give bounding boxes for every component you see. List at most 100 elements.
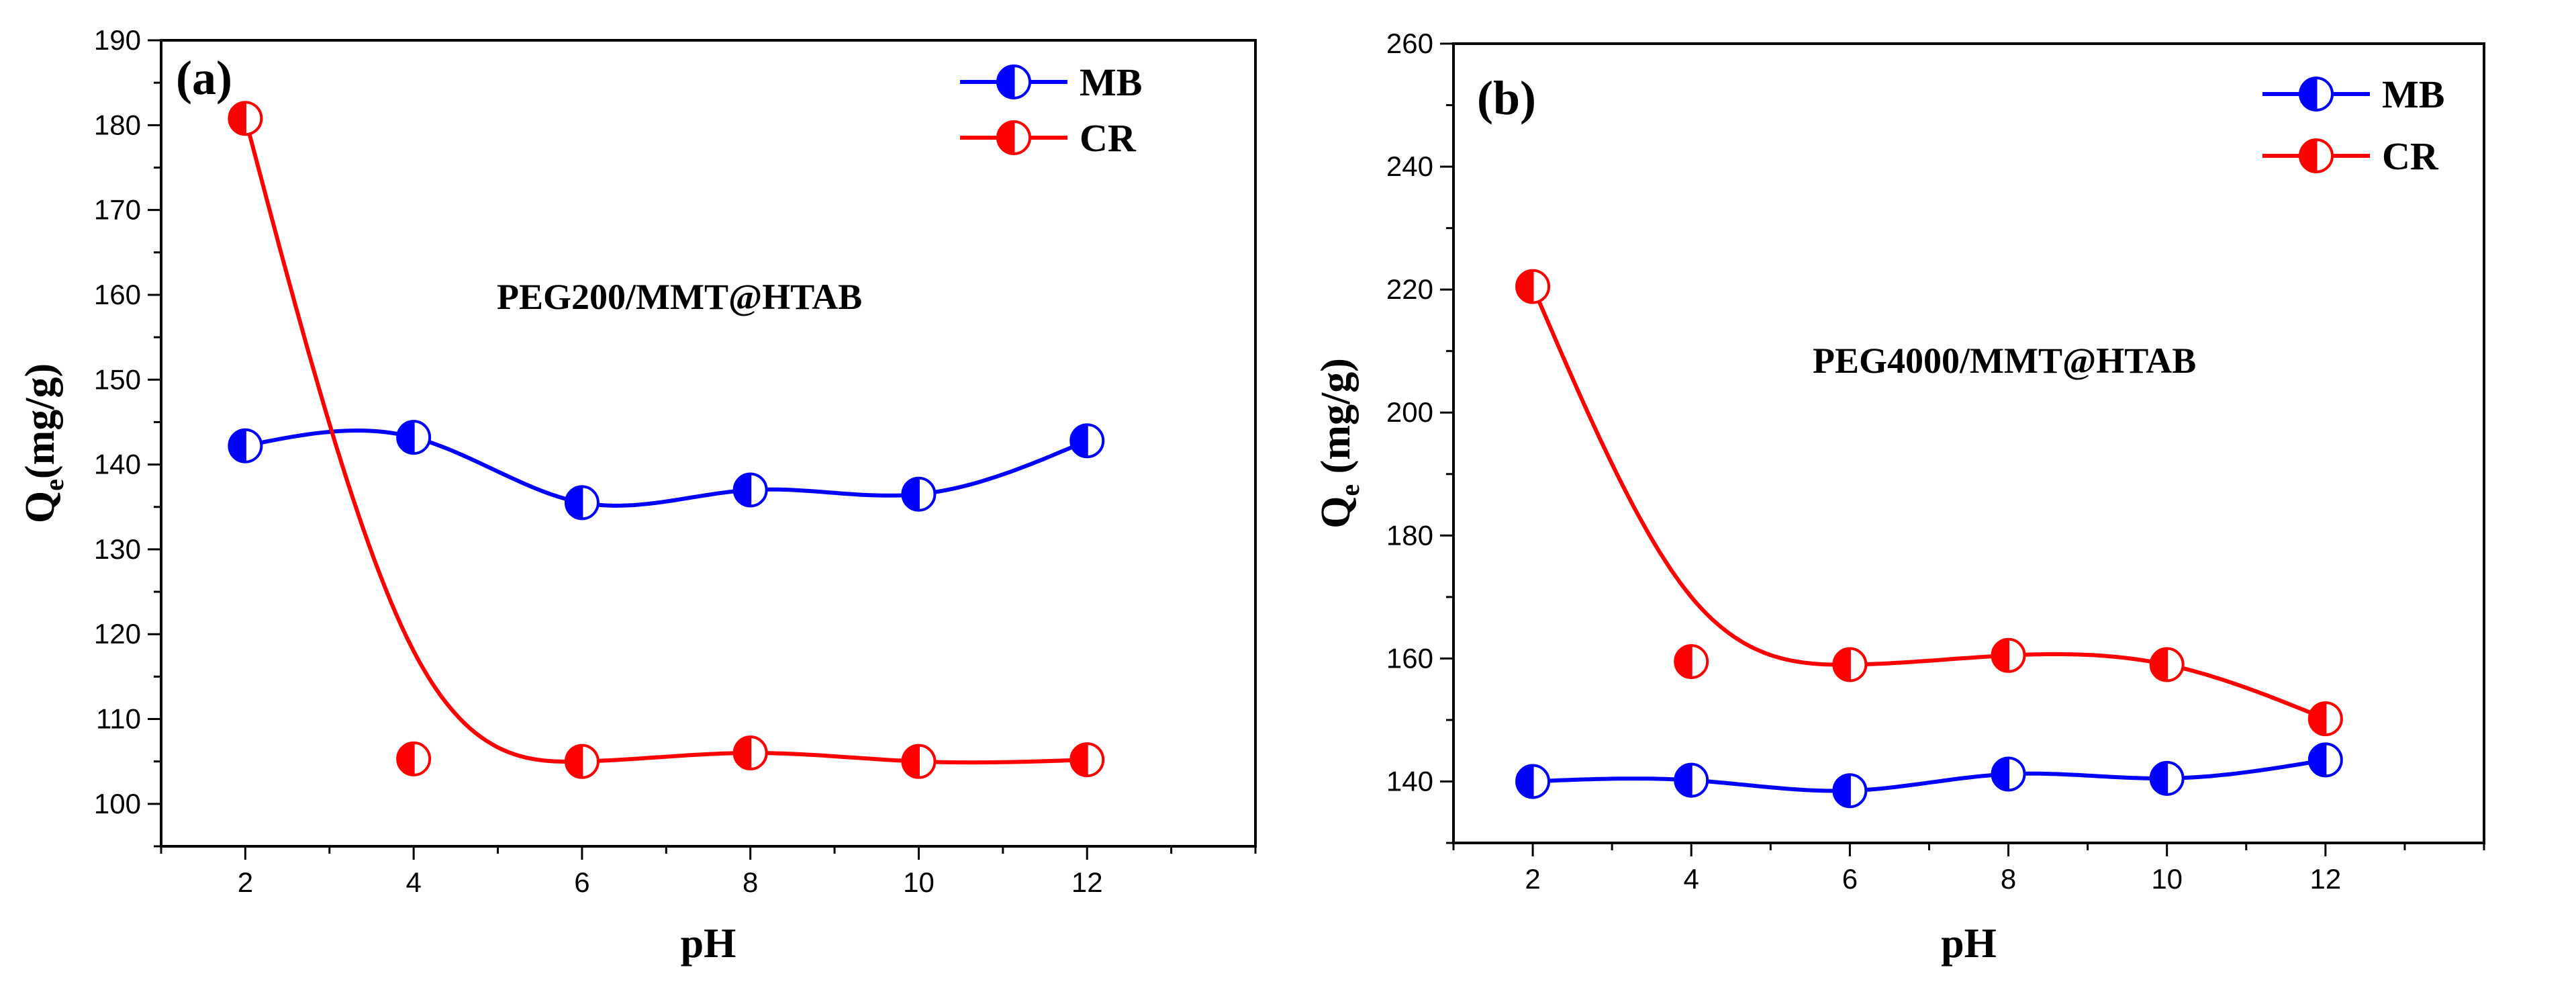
panel-a-frame bbox=[160, 39, 1257, 848]
panel-a-x-tick-label: 10 bbox=[903, 866, 935, 898]
panel-a-series-mb-point bbox=[228, 428, 263, 463]
panel-a-series-mb-point bbox=[396, 420, 432, 455]
panel-a-chart: 2 4 6 8 10 12 100 110 120 130 140 150 160 170 180 190 pH… bbox=[17, 24, 1257, 967]
panel-a-y-axis-title-sub: e bbox=[39, 479, 69, 491]
panel-a-series-mb-point bbox=[1069, 423, 1105, 459]
panel-a-series-cr-line bbox=[243, 118, 1088, 765]
panel-a-series-cr-point-fill bbox=[734, 737, 751, 770]
panel-b-series-cr-line bbox=[1531, 285, 2326, 721]
panel-a-x-tick-label: 4 bbox=[406, 866, 421, 898]
panel-a-series-mb-point-fill bbox=[902, 478, 919, 510]
panel-b-annotation: PEG4000/MMT@HTAB bbox=[1813, 341, 2196, 381]
panel-b-series-mb-point-fill bbox=[2150, 762, 2167, 795]
panel-b-y-axis-title-main: Q bbox=[1313, 496, 1359, 529]
panel-b-y-axis-title-unit: (mg/g) bbox=[1313, 358, 1359, 484]
panel-b-series-mb-point bbox=[1832, 773, 1868, 809]
panel-a-legend-marker-fill bbox=[998, 122, 1014, 154]
panel-b-y-tick-label: 200 bbox=[1386, 396, 1433, 428]
panel-a-y-axis-title-main: Q bbox=[17, 491, 63, 523]
panel-a-x-tick-label: 8 bbox=[743, 866, 758, 898]
panel-b-series-cr-point-fill bbox=[1992, 639, 2009, 672]
panel-a-legend-marker bbox=[996, 120, 1031, 155]
panel-b-x-tick-label: 4 bbox=[1684, 863, 1699, 895]
panel-a-series-cr-point bbox=[732, 735, 768, 771]
panel-a-series-cr-point-fill bbox=[902, 745, 919, 778]
panel-a-series-mb-point bbox=[564, 485, 600, 521]
panel-b-series-mb-point bbox=[1991, 756, 2026, 792]
panel-a-series-cr-point bbox=[1069, 742, 1105, 778]
panel-b-label: (b) bbox=[1477, 71, 1536, 125]
panel-a-series-cr-point-fill bbox=[1071, 744, 1088, 776]
panel-a-y-tick-label: 170 bbox=[94, 194, 141, 226]
panel-a-legend-marker-fill bbox=[998, 66, 1014, 98]
panel-b-series-cr-point bbox=[2149, 647, 2185, 682]
panel-b-y-tick-label: 220 bbox=[1386, 273, 1433, 305]
panel-b-legend-mb: MB bbox=[2262, 73, 2444, 116]
panel-a-x-axis-title: pH bbox=[681, 921, 736, 967]
panel-b-x-axis-title: pH bbox=[1941, 921, 1997, 967]
panel-a-y-tick-label: 110 bbox=[96, 703, 141, 735]
panel-b-legend-marker bbox=[2299, 77, 2334, 111]
panel-b-series-cr-point-fill bbox=[1517, 270, 1533, 303]
panel-b-y-tick-label: 260 bbox=[1386, 28, 1433, 59]
panel-b-series-mb-point-fill bbox=[1833, 774, 1850, 807]
panel-a-label: (a) bbox=[176, 51, 232, 105]
panel-b-series-cr-point-fill bbox=[2309, 703, 2326, 735]
panel-a-x-tick-label: 6 bbox=[574, 866, 589, 898]
panel-a-y-axis-title: Qe(mg/g) bbox=[17, 363, 69, 523]
panel-a-y-tick-label: 190 bbox=[94, 24, 141, 56]
panel-a-legend-mb: MB bbox=[960, 60, 1142, 104]
panel-a-y-tick-label: 140 bbox=[94, 449, 141, 480]
panel-b-series-mb-point-fill bbox=[1675, 764, 1692, 797]
panel-b-series-mb-point bbox=[1515, 764, 1551, 799]
panel-b-series-cr-point bbox=[1674, 643, 1709, 679]
panel-a-series-cr-point bbox=[901, 744, 937, 779]
panel-a-series-mb-point bbox=[901, 476, 937, 512]
panel-a-series-mb bbox=[228, 420, 1105, 521]
panel-b-series-mb-point-fill bbox=[2309, 744, 2326, 776]
panel-b-x-tick-label: 10 bbox=[2151, 863, 2183, 895]
panel-a-y-axis-title-unit: (mg/g) bbox=[17, 363, 63, 479]
panel-b-legend-marker-fill bbox=[2300, 140, 2316, 172]
panel-b-series-cr-point-fill bbox=[1833, 648, 1850, 681]
panel-a-series-cr-point bbox=[228, 101, 263, 136]
panel-b-series-mb-point bbox=[2307, 742, 2343, 778]
panel-a-legend-cr: CR bbox=[960, 116, 1137, 160]
panel-b-chart: 2 4 6 8 10 12 140 160 180 200 220 240 260 pH Qe (mg/g)… bbox=[1313, 28, 2485, 967]
panel-a-series-cr-point bbox=[564, 744, 600, 779]
panel-a-series-cr-point-fill bbox=[397, 742, 414, 775]
panel-b-y-axis-title: Qe (mg/g) bbox=[1313, 358, 1365, 529]
panel-b-frame bbox=[1452, 42, 2485, 844]
panel-a-series-mb-point-fill bbox=[565, 486, 582, 519]
panel-b-y-axis-title-sub: e bbox=[1335, 484, 1365, 496]
panel-b-series-cr-point bbox=[1832, 647, 1868, 682]
panel-b-series-mb-point bbox=[1674, 762, 1709, 798]
panel-b-y-tick-label: 140 bbox=[1386, 765, 1433, 797]
panel-b-legend-label: MB bbox=[2382, 73, 2444, 116]
panel-a-series-mb-point-fill bbox=[397, 421, 414, 454]
panel-b-series-cr-point-fill bbox=[2150, 648, 2167, 681]
panel-b-series-mb-point bbox=[2149, 760, 2185, 796]
panel-a-legend-marker bbox=[996, 64, 1031, 99]
panel-a-y-tick-label: 160 bbox=[94, 279, 141, 310]
panel-a-series-cr bbox=[228, 101, 1105, 779]
panel-b-series-cr-point bbox=[1515, 269, 1551, 304]
panel-a-y-tick-label: 100 bbox=[94, 788, 141, 819]
panel-b-x-tick-label: 6 bbox=[1842, 863, 1858, 895]
panel-b-series-mb-point-fill bbox=[1517, 765, 1533, 798]
panel-b-y-tick-label: 240 bbox=[1386, 150, 1433, 182]
panel-b-legend-marker-fill bbox=[2300, 78, 2316, 110]
panel-b-legend-label: CR bbox=[2382, 134, 2439, 178]
panel-a-annotation: PEG200/MMT@HTAB bbox=[497, 277, 862, 317]
panel-b-x-tick-label: 8 bbox=[2001, 863, 2016, 895]
panel-a-y-tick-label: 180 bbox=[94, 109, 141, 140]
panel-a-series-cr-point bbox=[396, 741, 432, 776]
panel-b-series-cr-point bbox=[1991, 637, 2026, 673]
panel-b-series-mb bbox=[1515, 742, 2343, 809]
panel-a-series-mb-point-fill bbox=[229, 429, 246, 462]
panel-b-legend-marker bbox=[2299, 138, 2334, 173]
panel-b-series-cr-point bbox=[2307, 701, 2343, 737]
panel-a-series-mb-point-fill bbox=[734, 474, 751, 506]
panel-b-x-tick-label: 2 bbox=[1525, 863, 1540, 895]
panel-b-x-tick-label: 12 bbox=[2309, 863, 2341, 895]
